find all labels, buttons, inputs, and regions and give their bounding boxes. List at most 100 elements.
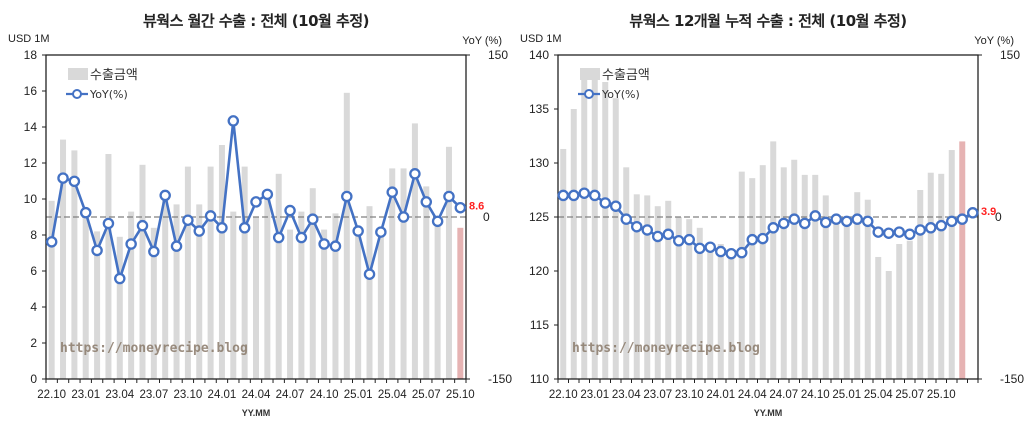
bar [309, 188, 316, 379]
bar [717, 244, 724, 379]
svg-text:0: 0 [995, 210, 1002, 224]
bar [400, 168, 407, 379]
bar [833, 223, 840, 379]
yoy-marker [114, 272, 126, 285]
yoy-marker [956, 213, 968, 225]
svg-text:25.04: 25.04 [378, 389, 407, 401]
svg-text:23.07: 23.07 [139, 389, 168, 401]
bar [633, 194, 640, 379]
svg-text:25.01: 25.01 [344, 389, 373, 401]
svg-text:24.10: 24.10 [801, 389, 830, 401]
bar [570, 109, 577, 379]
svg-text:23.10: 23.10 [675, 389, 704, 401]
svg-text:23.07: 23.07 [643, 389, 672, 401]
bar [343, 92, 350, 380]
yoy-marker [238, 222, 251, 234]
y-tick-label: 12 [24, 156, 38, 170]
yoy-marker [420, 196, 433, 208]
bar [959, 141, 966, 379]
bar [275, 173, 282, 379]
bar [264, 190, 271, 379]
bar [707, 246, 714, 379]
svg-text:3.9: 3.9 [981, 206, 996, 218]
bar [854, 192, 861, 379]
y-tick-label: 115 [530, 318, 549, 332]
bar [230, 211, 237, 379]
yoy-marker [431, 215, 444, 228]
y-tick-label: 2 [30, 336, 37, 350]
bar [82, 217, 89, 379]
yoy-marker [683, 233, 695, 246]
yoy-marker [672, 235, 685, 247]
yoy-marker [57, 172, 69, 184]
yoy-marker [375, 226, 387, 238]
bar [780, 167, 787, 379]
bar [875, 256, 882, 379]
y-tick-label: 130 [529, 156, 549, 170]
yoy-marker [578, 187, 591, 199]
yoy-marker [148, 245, 160, 258]
svg-text:24.04: 24.04 [738, 389, 767, 401]
bar [885, 271, 892, 379]
bar [139, 164, 146, 379]
yoy-marker [756, 232, 769, 245]
y-tick-label: 16 [24, 84, 38, 98]
bar [801, 174, 808, 379]
bar [60, 139, 67, 379]
yoy-marker [386, 186, 398, 198]
svg-text:24.01: 24.01 [208, 389, 237, 401]
yoy-marker [227, 115, 240, 127]
bar [948, 150, 955, 379]
bar [927, 172, 934, 379]
yoy-marker [798, 217, 811, 230]
yoy-marker [725, 247, 737, 260]
yoy-marker [568, 189, 580, 202]
yoy-marker [882, 227, 895, 239]
yoy-marker [159, 189, 171, 202]
bar [728, 249, 735, 379]
bar [287, 229, 294, 379]
yoy-marker [557, 189, 570, 202]
y-tick-label: 6 [30, 264, 37, 278]
bar [938, 173, 945, 379]
yoy-marker [714, 245, 727, 258]
y-tick-label: 10 [24, 192, 38, 206]
yoy-marker [935, 219, 947, 232]
yoy-marker [589, 189, 601, 202]
yoy-marker [693, 242, 706, 255]
svg-text:24.07: 24.07 [769, 389, 798, 401]
yoy-marker [182, 214, 194, 226]
svg-text:23.04: 23.04 [105, 389, 134, 401]
bar [94, 231, 101, 379]
bar [423, 186, 430, 379]
y-tick-label: 110 [530, 372, 549, 386]
yoy-marker [872, 226, 884, 238]
bar [184, 166, 191, 379]
bar [321, 229, 328, 379]
monthly-export-chart: 뷰웍스 월간 수출 : 전체 (10월 추정) USD 1M YoY (%) 0… [8, 12, 512, 418]
bar [644, 195, 651, 379]
y-axis-left-label: USD 1M [520, 33, 562, 45]
x-axis-label: YY.MM [753, 408, 783, 418]
bar [355, 231, 362, 379]
yoy-marker [903, 228, 916, 241]
yoy-marker [193, 225, 205, 237]
svg-text:https://moneyrecipe.blog: https://moneyrecipe.blog [60, 341, 248, 356]
bar [791, 159, 798, 379]
yoy-marker [914, 224, 926, 236]
yoy-marker [318, 238, 330, 250]
bar [602, 82, 609, 379]
bar [105, 154, 112, 379]
bar [218, 145, 225, 379]
yoy-marker [819, 216, 832, 229]
y-axis-right-label: YoY (%) [974, 35, 1014, 47]
yoy-marker [204, 210, 217, 222]
svg-text:-150: -150 [488, 372, 512, 386]
bar [581, 71, 588, 379]
yoy-marker [631, 220, 643, 233]
yoy-marker [79, 206, 92, 219]
svg-text:25.07: 25.07 [895, 389, 924, 401]
yoy-marker [610, 200, 622, 212]
yoy-marker [295, 231, 308, 244]
y-tick-label: 125 [529, 210, 549, 224]
